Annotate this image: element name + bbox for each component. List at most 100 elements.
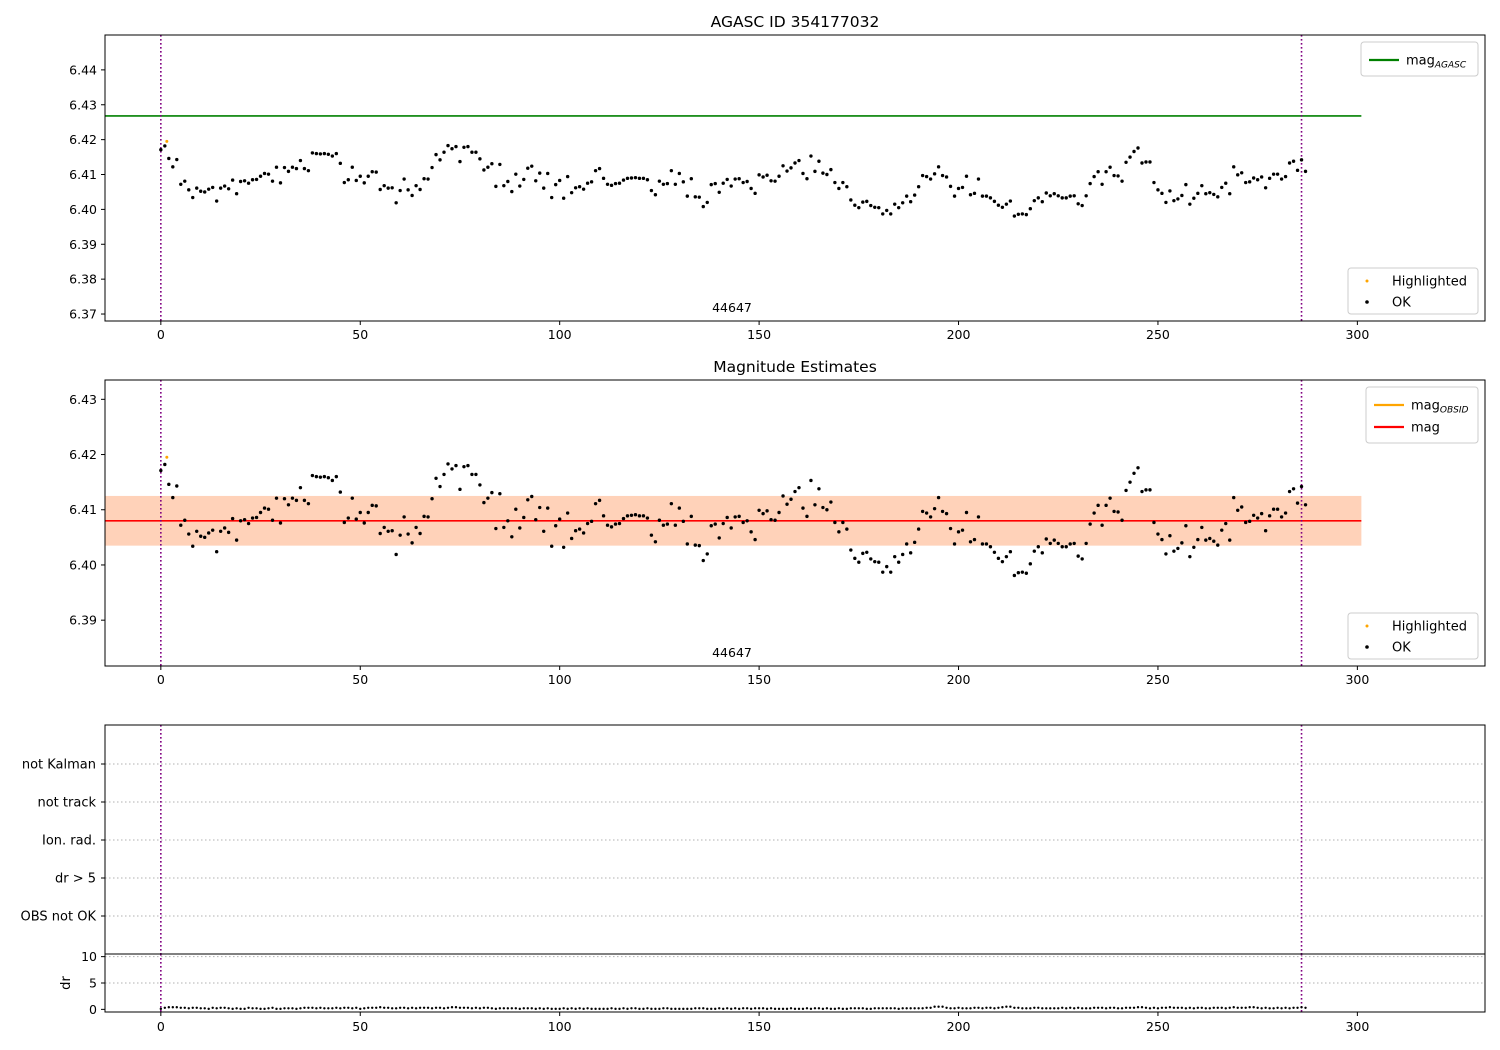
dr-point bbox=[729, 1007, 733, 1011]
ok-point bbox=[669, 168, 674, 173]
ok-point bbox=[657, 518, 662, 522]
ok-point bbox=[681, 180, 686, 184]
ok-point bbox=[968, 193, 973, 197]
ok-point bbox=[1208, 190, 1212, 195]
ok-point bbox=[218, 186, 223, 190]
x-tick-label: 300 bbox=[1345, 672, 1369, 687]
dr-point bbox=[1001, 1006, 1004, 1009]
dr-point bbox=[482, 1006, 486, 1009]
ok-point bbox=[737, 176, 741, 181]
dr-point bbox=[315, 1007, 318, 1010]
ok-point bbox=[1132, 149, 1136, 154]
dr-point bbox=[1192, 1007, 1196, 1010]
ok-point bbox=[912, 193, 917, 197]
ok-point bbox=[338, 490, 343, 494]
ok-point bbox=[199, 534, 203, 538]
ok-point bbox=[534, 179, 538, 183]
dr-point bbox=[490, 1007, 494, 1010]
dr-point bbox=[271, 1006, 274, 1009]
dr-point bbox=[1240, 1006, 1243, 1009]
ok-point bbox=[394, 201, 398, 205]
dr-point bbox=[390, 1007, 394, 1010]
ok-point bbox=[450, 147, 454, 151]
ok-point bbox=[246, 521, 251, 526]
ok-point bbox=[1184, 524, 1188, 528]
ok-point bbox=[577, 185, 582, 189]
ok-point bbox=[1295, 168, 1300, 173]
ok-point bbox=[589, 180, 594, 184]
ok-point bbox=[1004, 554, 1009, 559]
x-tick-label: 100 bbox=[548, 1019, 572, 1034]
ok-point bbox=[278, 181, 283, 185]
ok-point bbox=[877, 205, 881, 210]
dr-point bbox=[929, 1006, 932, 1009]
ok-point bbox=[673, 182, 678, 186]
obsid-label: 44647 bbox=[712, 300, 752, 315]
ok-point bbox=[175, 157, 179, 162]
ok-point bbox=[210, 185, 215, 190]
dr-point bbox=[841, 1007, 845, 1011]
ok-point bbox=[1291, 159, 1296, 163]
dr-point bbox=[666, 1007, 669, 1010]
ok-point bbox=[1216, 543, 1220, 547]
ok-point bbox=[1279, 515, 1284, 519]
ok-point bbox=[278, 521, 283, 525]
dr-point bbox=[386, 1006, 390, 1009]
ok-point bbox=[382, 525, 386, 530]
ok-point bbox=[1036, 196, 1040, 200]
ok-point bbox=[773, 518, 777, 522]
ok-point bbox=[1092, 174, 1096, 179]
ok-point bbox=[1224, 521, 1228, 526]
dr-point bbox=[542, 1007, 545, 1011]
ok-point bbox=[183, 179, 187, 183]
dr-point bbox=[231, 1007, 234, 1011]
ok-point bbox=[685, 194, 690, 198]
dr-point bbox=[690, 1007, 693, 1011]
ok-point bbox=[454, 463, 458, 468]
ok-point bbox=[1060, 196, 1064, 200]
dr-point bbox=[506, 1007, 510, 1010]
dr-point bbox=[725, 1007, 729, 1010]
x-tick-label: 50 bbox=[352, 327, 368, 342]
ok-point bbox=[653, 193, 658, 197]
x-tick-label: 150 bbox=[747, 672, 771, 687]
dr-point bbox=[570, 1007, 573, 1010]
ok-point bbox=[1028, 206, 1033, 211]
dr-point bbox=[351, 1007, 354, 1010]
ok-point bbox=[1283, 511, 1288, 515]
ok-point bbox=[996, 556, 1001, 561]
ok-point bbox=[218, 529, 223, 533]
dr-point bbox=[1029, 1007, 1032, 1010]
obsid-label: 44647 bbox=[712, 645, 752, 660]
x-tick-label: 250 bbox=[1146, 1019, 1170, 1034]
ok-point bbox=[1120, 518, 1124, 522]
ok-point bbox=[633, 513, 638, 517]
ok-point bbox=[1164, 200, 1168, 205]
ok-point bbox=[553, 524, 558, 528]
dr-point bbox=[502, 1007, 506, 1010]
ok-point bbox=[1188, 202, 1192, 206]
dr-point bbox=[1220, 1006, 1223, 1009]
ok-point bbox=[948, 526, 953, 531]
ok-point bbox=[1243, 520, 1248, 525]
ok-point bbox=[565, 511, 570, 515]
dr-point bbox=[1224, 1007, 1227, 1010]
ok-point bbox=[494, 184, 498, 189]
dr-point bbox=[1272, 1007, 1275, 1010]
dr-point bbox=[1132, 1006, 1136, 1009]
ok-point bbox=[685, 542, 690, 546]
dr-point bbox=[877, 1007, 880, 1010]
y-tick-label: 6.43 bbox=[69, 392, 97, 407]
ok-point bbox=[163, 462, 167, 467]
ok-point bbox=[793, 489, 797, 494]
dr-point bbox=[1136, 1006, 1140, 1009]
dr-point bbox=[809, 1007, 813, 1011]
ok-point bbox=[526, 166, 530, 170]
ok-point bbox=[394, 552, 398, 557]
dr-point bbox=[355, 1006, 358, 1009]
ok-point bbox=[689, 176, 694, 181]
dr-point bbox=[706, 1007, 709, 1011]
ok-point bbox=[1048, 541, 1052, 546]
y-tick-label: 6.37 bbox=[69, 307, 97, 322]
dr-point bbox=[1116, 1007, 1120, 1010]
